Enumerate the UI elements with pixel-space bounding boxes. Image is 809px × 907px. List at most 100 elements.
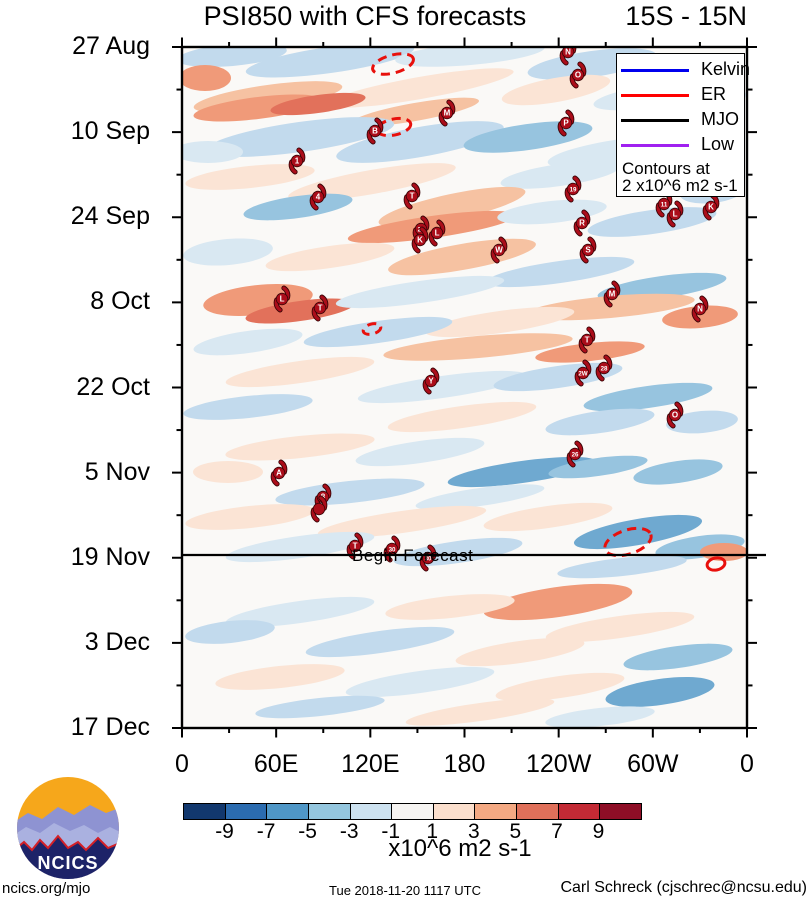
shading-blob: [597, 272, 727, 302]
storm-id-label: L: [435, 228, 440, 237]
storm-id-label: B: [372, 126, 378, 135]
shading-blob: [662, 305, 738, 329]
x-axis-label: 0: [740, 750, 754, 778]
tropical-cyclone-icon: L: [273, 285, 291, 313]
shading-blob: [336, 121, 504, 163]
shading-blob: [587, 207, 717, 237]
colorbar-segment: [433, 804, 476, 819]
shading-blob: [483, 502, 613, 532]
colorbar-segment: [517, 804, 559, 819]
shading-blob: [185, 504, 315, 530]
legend-line-sample: [621, 119, 689, 122]
tropical-cyclone-icon: O: [666, 401, 684, 429]
shading-blob: [425, 306, 575, 338]
er-wave-contour: [705, 556, 727, 572]
legend-item-label: Low: [701, 134, 735, 154]
tropical-cyclone-icon: K: [411, 226, 429, 254]
shading-blob: [182, 141, 243, 163]
shading-blob: [185, 620, 275, 644]
shading-blob: [245, 47, 415, 78]
storm-id-label: T: [353, 541, 358, 550]
shading-blob: [557, 555, 687, 579]
legend-box: Kelvin ER MJO Low Contours at 2 x10^6 m2 s-…: [616, 53, 750, 197]
er-wave-contour: [375, 116, 413, 138]
y-axis-label: 22 Oct: [76, 372, 150, 401]
storm-id-label: T: [410, 191, 415, 200]
storm-id-label: T: [318, 303, 323, 312]
shading-blob: [270, 92, 366, 116]
storm-id-label: L: [673, 209, 678, 218]
x-axis-label: 0: [175, 750, 189, 778]
shading-blob: [225, 596, 375, 628]
shading-blob: [500, 161, 620, 189]
storm-id-label: T: [585, 335, 590, 344]
begin-forecast-label: Begin Forecast: [352, 546, 474, 565]
legend-contour-note-1: Contours at: [622, 159, 710, 178]
shading-blob: [225, 356, 375, 388]
shading-blob: [545, 408, 655, 436]
footer-credit: Carl Schreck (cjschrec@ncsu.edu): [560, 879, 807, 896]
legend-line-sample: [621, 144, 689, 147]
storm-id-label: K: [417, 235, 423, 244]
storm-id-label: S: [585, 245, 591, 254]
shading-blob: [347, 210, 517, 244]
shading-blob: [387, 401, 537, 433]
shading-blob: [583, 382, 713, 412]
storm-id-label: P: [563, 118, 569, 127]
colorbar-segment: [558, 804, 601, 819]
shading-blob: [288, 163, 456, 201]
tropical-cyclone-icon: T: [346, 532, 364, 560]
storm-id-label: O: [575, 70, 581, 79]
legend-line-sample: [621, 69, 689, 72]
storm-id-label: M: [609, 289, 616, 298]
tropical-cyclone-icon: [310, 495, 328, 523]
colorbar-tick-label: -9: [215, 820, 234, 843]
storm-id-label: W: [495, 245, 503, 254]
shading-blob: [335, 275, 505, 309]
shading-blob: [185, 164, 315, 190]
shading-blob: [545, 706, 655, 728]
footer-url: ncics.org/mjo: [2, 880, 91, 897]
storm-id-label: K: [708, 202, 714, 211]
colorbar-unit-label: x10^6 m2 s-1: [388, 835, 532, 862]
shading-blob: [182, 65, 231, 91]
shading-blob: [243, 193, 353, 221]
tropical-cyclone-icon: T: [578, 326, 596, 354]
storm-id-label: R: [579, 218, 585, 227]
tropical-cyclone-icon: 1: [288, 147, 306, 175]
legend-item-label: MJO: [701, 109, 739, 129]
tropical-cyclone-icon: T: [311, 294, 329, 322]
legend-items: Kelvin ER MJO Low: [617, 58, 750, 158]
x-axis-label: 120E: [341, 750, 400, 778]
colorbar-segment: [600, 804, 642, 819]
shading-blob: [447, 456, 597, 488]
shading-blob: [317, 505, 487, 539]
colorbar: [183, 803, 642, 820]
colorbar-tick-label: -5: [298, 820, 317, 843]
colorbar-tick-label: -3: [339, 820, 359, 843]
shading-blob: [623, 643, 733, 671]
er-wave-contour: [603, 526, 653, 558]
storm-id-label: N: [565, 47, 571, 56]
shading-blob: [355, 437, 485, 467]
colorbar-tick-label: 7: [551, 820, 563, 843]
storm-id-label: 30: [425, 555, 432, 562]
shading-blob: [455, 637, 585, 667]
y-axis-label: 19 Nov: [70, 542, 150, 571]
colorbar-segment: [350, 804, 393, 819]
shading-blob: [193, 328, 303, 356]
y-axis-label: 17 Dec: [70, 713, 150, 741]
shading-blob: [275, 478, 425, 506]
colorbar-tick-label: 9: [592, 820, 605, 843]
shading-blob: [415, 484, 545, 510]
legend-item: MJO: [617, 108, 744, 133]
shading-blob: [305, 626, 455, 658]
shading-blob: [495, 672, 625, 702]
tropical-cyclone-icon: 2W: [574, 359, 592, 387]
tropical-cyclone-icon: 19: [564, 175, 582, 203]
colorbar-tick-label: -1: [381, 820, 401, 843]
shading-blob: [700, 543, 747, 561]
colorbar-tick-label: 5: [509, 820, 522, 843]
y-axis-label: 27 Aug: [72, 32, 150, 60]
